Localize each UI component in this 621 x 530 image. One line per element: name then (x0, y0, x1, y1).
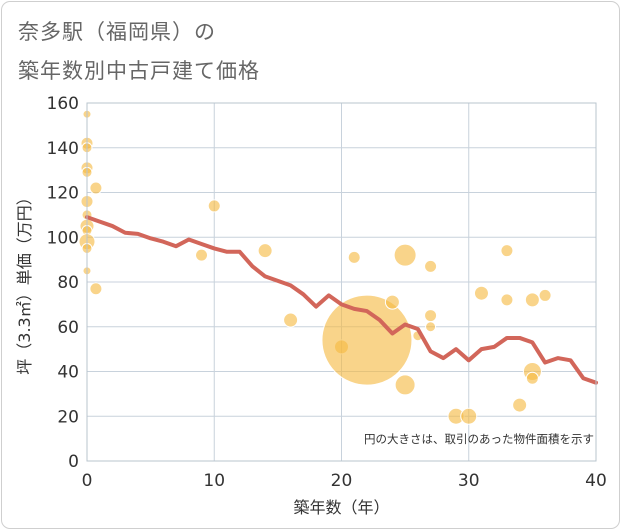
data-bubble (424, 309, 438, 323)
data-bubble (525, 371, 539, 385)
data-bubble (207, 199, 221, 213)
data-bubble (393, 243, 417, 267)
data-bubble (321, 294, 413, 386)
y-tick-label: 80 (57, 273, 79, 293)
y-axis-label: 坪（3.3㎡）単価（万円） (15, 189, 34, 374)
data-bubble (283, 312, 299, 328)
data-bubble (384, 294, 400, 310)
x-tick-label: 20 (331, 471, 353, 491)
data-bubble (347, 250, 361, 264)
average-price-line (85, 215, 598, 385)
data-bubble (195, 248, 209, 262)
x-tick-label: 0 (82, 471, 93, 491)
data-bubble (424, 259, 438, 273)
y-tick-label: 160 (47, 94, 79, 114)
y-tick-label: 140 (47, 139, 79, 159)
data-bubble (500, 293, 514, 307)
data-bubble (538, 288, 552, 302)
data-bubble (425, 321, 437, 333)
chart-title-line2: 築年数別中古戸建て価格 (18, 59, 260, 83)
plot-border (86, 102, 597, 462)
data-bubble (394, 374, 416, 396)
y-tick-label: 60 (57, 318, 79, 338)
axis-ticks: 0 10 20 30 40 0 20 40 60 80 100 120 140 160 (47, 94, 607, 491)
y-tick-label: 0 (68, 452, 79, 472)
y-tick-label: 20 (57, 407, 79, 427)
bubble-series (78, 109, 552, 425)
y-tick-label: 100 (47, 228, 79, 248)
trend-line-series (85, 215, 598, 385)
y-tick-label: 40 (57, 363, 79, 383)
data-bubble (512, 397, 528, 413)
x-tick-label: 10 (203, 471, 225, 491)
data-bubble (500, 244, 514, 258)
data-bubble (89, 282, 103, 296)
data-bubble (473, 285, 489, 301)
y-tick-label: 120 (47, 184, 79, 204)
data-bubble (524, 292, 540, 308)
data-bubble (460, 407, 478, 425)
x-tick-label: 30 (458, 471, 480, 491)
x-axis-label: 築年数（年） (293, 498, 389, 517)
grid-lines (87, 103, 596, 461)
data-bubble (89, 181, 103, 195)
x-tick-label: 40 (585, 471, 607, 491)
data-bubble (257, 243, 273, 259)
chart-title-line1: 奈多駅（福岡県）の (18, 20, 216, 44)
size-legend-note: 円の大きさは、取引のあった物件面積を示す (364, 432, 594, 446)
